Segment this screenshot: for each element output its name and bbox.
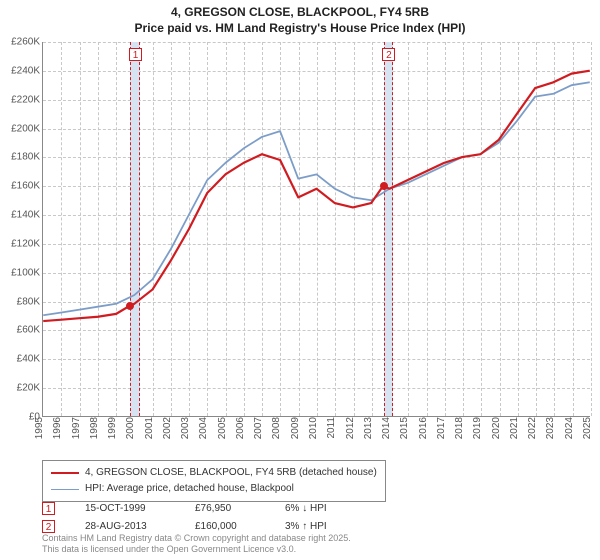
x-tick-label: 2023 [545, 417, 556, 457]
x-tick-label: 2025 [582, 417, 593, 457]
x-tick-label: 2010 [308, 417, 319, 457]
x-tick-label: 1997 [71, 417, 82, 457]
x-tick-label: 2002 [162, 417, 173, 457]
transaction-marker: 2 [42, 520, 55, 533]
x-tick-label: 2020 [491, 417, 502, 457]
footer-line-2: This data is licensed under the Open Gov… [42, 544, 351, 556]
x-tick-label: 2009 [290, 417, 301, 457]
y-tick-label: £140K [0, 210, 40, 221]
x-tick-label: 2004 [198, 417, 209, 457]
x-tick-label: 2011 [326, 417, 337, 457]
x-tick-label: 2022 [527, 417, 538, 457]
x-tick-label: 2019 [472, 417, 483, 457]
x-tick-label: 1995 [34, 417, 45, 457]
y-tick-label: £20K [0, 383, 40, 394]
series-line [43, 82, 590, 315]
x-tick-label: 2016 [418, 417, 429, 457]
x-tick-label: 2014 [381, 417, 392, 457]
marker-dot [126, 302, 134, 310]
transaction-date: 15-OCT-1999 [85, 503, 165, 514]
x-gridline [591, 42, 592, 416]
y-tick-label: £120K [0, 238, 40, 249]
y-tick-label: £200K [0, 123, 40, 134]
legend: 4, GREGSON CLOSE, BLACKPOOL, FY4 5RB (de… [42, 460, 386, 502]
legend-swatch [51, 489, 79, 490]
x-tick-label: 1998 [89, 417, 100, 457]
x-tick-label: 2013 [363, 417, 374, 457]
x-tick-label: 2017 [436, 417, 447, 457]
x-tick-label: 1996 [52, 417, 63, 457]
y-tick-label: £220K [0, 94, 40, 105]
x-tick-label: 2000 [125, 417, 136, 457]
footer: Contains HM Land Registry data © Crown c… [42, 533, 351, 556]
legend-label: 4, GREGSON CLOSE, BLACKPOOL, FY4 5RB (de… [85, 465, 377, 481]
title-line-2: Price paid vs. HM Land Registry's House … [0, 20, 600, 36]
y-tick-label: £160K [0, 181, 40, 192]
line-series-svg [43, 42, 590, 416]
transaction-row: 1 15-OCT-1999 £76,950 6% ↓ HPI [42, 502, 327, 515]
x-tick-label: 2012 [345, 417, 356, 457]
y-tick-label: £240K [0, 65, 40, 76]
x-tick-label: 2006 [235, 417, 246, 457]
title-block: 4, GREGSON CLOSE, BLACKPOOL, FY4 5RB Pri… [0, 4, 600, 36]
legend-swatch [51, 472, 79, 474]
x-tick-label: 2021 [509, 417, 520, 457]
y-tick-label: £100K [0, 267, 40, 278]
x-tick-label: 2007 [253, 417, 264, 457]
legend-label: HPI: Average price, detached house, Blac… [85, 481, 294, 497]
y-tick-label: £80K [0, 296, 40, 307]
footer-line-1: Contains HM Land Registry data © Crown c… [42, 533, 351, 545]
transaction-delta: 3% ↑ HPI [285, 521, 327, 532]
y-tick-label: £40K [0, 354, 40, 365]
y-tick-label: £260K [0, 37, 40, 48]
transaction-price: £76,950 [195, 503, 255, 514]
transaction-price: £160,000 [195, 521, 255, 532]
x-tick-label: 1999 [107, 417, 118, 457]
legend-item: 4, GREGSON CLOSE, BLACKPOOL, FY4 5RB (de… [51, 465, 377, 481]
x-tick-label: 2018 [454, 417, 465, 457]
y-tick-label: £180K [0, 152, 40, 163]
x-tick-label: 2024 [564, 417, 575, 457]
title-line-1: 4, GREGSON CLOSE, BLACKPOOL, FY4 5RB [0, 4, 600, 20]
chart-plot-area: 12 [42, 42, 590, 417]
y-tick-label: £60K [0, 325, 40, 336]
transaction-delta: 6% ↓ HPI [285, 503, 327, 514]
x-tick-label: 2008 [271, 417, 282, 457]
transaction-row: 2 28-AUG-2013 £160,000 3% ↑ HPI [42, 520, 327, 533]
x-tick-label: 2001 [144, 417, 155, 457]
x-tick-label: 2015 [399, 417, 410, 457]
marker-dot [380, 182, 388, 190]
x-tick-label: 2005 [217, 417, 228, 457]
transaction-marker: 1 [42, 502, 55, 515]
transaction-date: 28-AUG-2013 [85, 521, 165, 532]
series-line [43, 71, 590, 321]
x-tick-label: 2003 [180, 417, 191, 457]
chart-container: 4, GREGSON CLOSE, BLACKPOOL, FY4 5RB Pri… [0, 0, 600, 560]
legend-item: HPI: Average price, detached house, Blac… [51, 481, 377, 497]
